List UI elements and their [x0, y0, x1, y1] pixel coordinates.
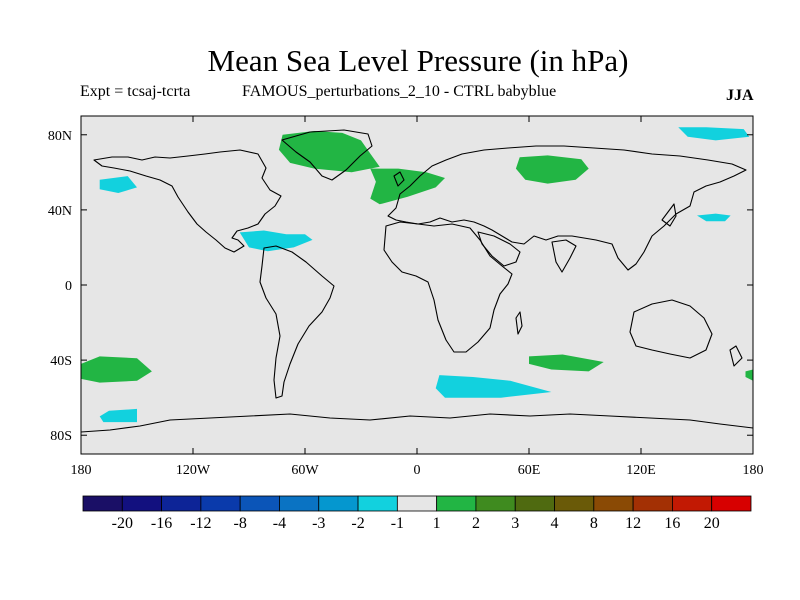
colorbar-swatch [475, 495, 516, 512]
colorbar-label: -8 [234, 515, 247, 532]
colorbar-swatch [239, 495, 280, 512]
colorbar-label: -4 [273, 515, 286, 532]
coastline-arabia [477, 231, 521, 267]
colorbar-label: 1 [433, 515, 441, 532]
anomaly-region-south-pacific-east-edge [745, 369, 753, 381]
anomaly-region-north-atlantic-east [370, 168, 445, 205]
colorbar: -20 -16 -12 -8 -4 -3 -2 -1 1 2 3 4 8 12 16 20 [82, 495, 752, 532]
colorbar-swatch [632, 495, 673, 512]
map-background [81, 116, 753, 454]
colorbar-label: 16 [664, 515, 680, 532]
colorbar-swatch [554, 495, 595, 512]
y-tick-label: 80N [48, 129, 72, 144]
anomaly-regions [81, 127, 753, 423]
anomaly-region-north-pacific-west [697, 213, 731, 222]
coastline-madagascar [515, 311, 523, 335]
coastline-new-zealand [729, 345, 743, 367]
colorbar-label: 20 [704, 515, 720, 532]
x-tick-label: 120E [626, 463, 656, 478]
coastline-greenland [281, 129, 373, 181]
colorbar-swatch [711, 495, 752, 512]
coastline-south-america [259, 245, 335, 399]
colorbar-label: -3 [312, 515, 325, 532]
colorbar-swatch [396, 495, 438, 512]
x-tick-label: 60E [518, 463, 541, 478]
coastline-europe-asia [387, 145, 747, 271]
coastline-africa [383, 221, 513, 353]
colorbar-swatch [161, 495, 202, 512]
colorbar-swatch [82, 495, 123, 512]
season-label: JJA [726, 87, 754, 104]
anomaly-region-south-atlantic-east [81, 356, 152, 383]
colorbar-swatch [279, 495, 320, 512]
anomaly-region-south-pacific-west [99, 408, 137, 423]
anomaly-region-bering-arctic [678, 127, 750, 141]
colorbar-label: -16 [151, 515, 172, 532]
anomaly-region-north-pacific [99, 176, 137, 193]
colorbar-swatch [318, 495, 359, 512]
coastline-japan [661, 203, 677, 227]
colorbar-swatch [121, 495, 162, 512]
colorbar-label: 12 [625, 515, 641, 532]
y-tick-label: 80S [50, 429, 72, 444]
x-tick-label: 180 [743, 463, 764, 478]
anomaly-region-siberia [515, 155, 589, 184]
colorbar-label: -20 [112, 515, 133, 532]
anomaly-region-south-atlantic-africa [435, 375, 552, 398]
anomaly-region-caribbean [239, 230, 313, 252]
comparison-label: FAMOUS_perturbations_2_10 - CTRL babyblu… [242, 83, 557, 100]
colorbar-swatch [514, 495, 555, 512]
colorbar-label: 8 [590, 515, 598, 532]
experiment-label: Expt = tcsaj-tcrta [80, 83, 191, 100]
x-tick-label: 180 [71, 463, 92, 478]
coastline-north-america [93, 149, 282, 253]
colorbar-label: -2 [351, 515, 364, 532]
coastline-uk [393, 171, 405, 187]
colorbar-label: 3 [511, 515, 519, 532]
colorbar-swatch [672, 495, 713, 512]
x-tick-label: 0 [414, 463, 421, 478]
colorbar-label: -1 [391, 515, 404, 532]
x-tick-label: 60W [291, 463, 319, 478]
y-tick-label: 40S [50, 354, 72, 369]
y-tick-label: 0 [65, 279, 72, 294]
y-axis: 80N 40N 0 40S 80S [48, 129, 753, 444]
y-tick-label: 40N [48, 204, 72, 219]
colorbar-swatch [200, 495, 241, 512]
x-tick-label: 120W [176, 463, 211, 478]
coastlines [81, 129, 753, 433]
coastline-india [551, 239, 577, 273]
colorbar-label: 2 [472, 515, 480, 532]
coastline-australia [629, 299, 713, 359]
colorbar-swatch [436, 495, 477, 512]
anomaly-region-south-indian-ocean [529, 354, 604, 372]
colorbar-swatch [357, 495, 398, 512]
colorbar-label: 4 [551, 515, 559, 532]
chart-title: Mean Sea Level Pressure (in hPa) [207, 43, 629, 78]
coastline-antarctica [81, 413, 753, 433]
x-axis: 180 120W 60W 0 60E 120E 180 [71, 116, 764, 478]
colorbar-swatch [593, 495, 634, 512]
colorbar-label: -12 [190, 515, 211, 532]
